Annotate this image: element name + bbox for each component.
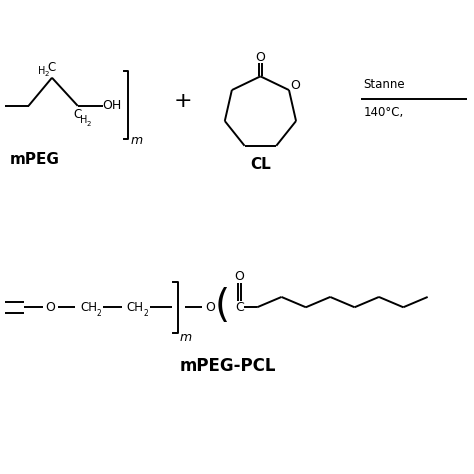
Text: Stanne: Stanne xyxy=(364,78,405,91)
Text: C: C xyxy=(48,61,56,74)
Text: 2: 2 xyxy=(144,309,148,318)
Text: H: H xyxy=(80,115,88,125)
Text: 140°C,: 140°C, xyxy=(364,106,404,119)
Text: (: ( xyxy=(214,287,229,325)
Text: C: C xyxy=(235,301,244,314)
Text: m: m xyxy=(131,135,143,147)
Text: O: O xyxy=(290,79,300,92)
Text: C: C xyxy=(73,108,82,121)
Text: +: + xyxy=(174,91,192,111)
Text: 2: 2 xyxy=(97,309,101,318)
Text: H: H xyxy=(37,66,45,76)
Text: mPEG-PCL: mPEG-PCL xyxy=(179,357,276,375)
Text: m: m xyxy=(179,331,191,344)
Text: 2: 2 xyxy=(87,121,91,127)
Text: OH: OH xyxy=(102,100,121,112)
Text: O: O xyxy=(235,270,244,283)
Text: CH: CH xyxy=(80,301,97,314)
Text: O: O xyxy=(205,301,215,314)
Text: mPEG: mPEG xyxy=(10,152,60,167)
Text: CL: CL xyxy=(250,157,271,172)
Text: O: O xyxy=(255,51,265,64)
Text: 2: 2 xyxy=(44,71,48,77)
Text: CH: CH xyxy=(127,301,144,314)
Text: O: O xyxy=(46,301,55,314)
